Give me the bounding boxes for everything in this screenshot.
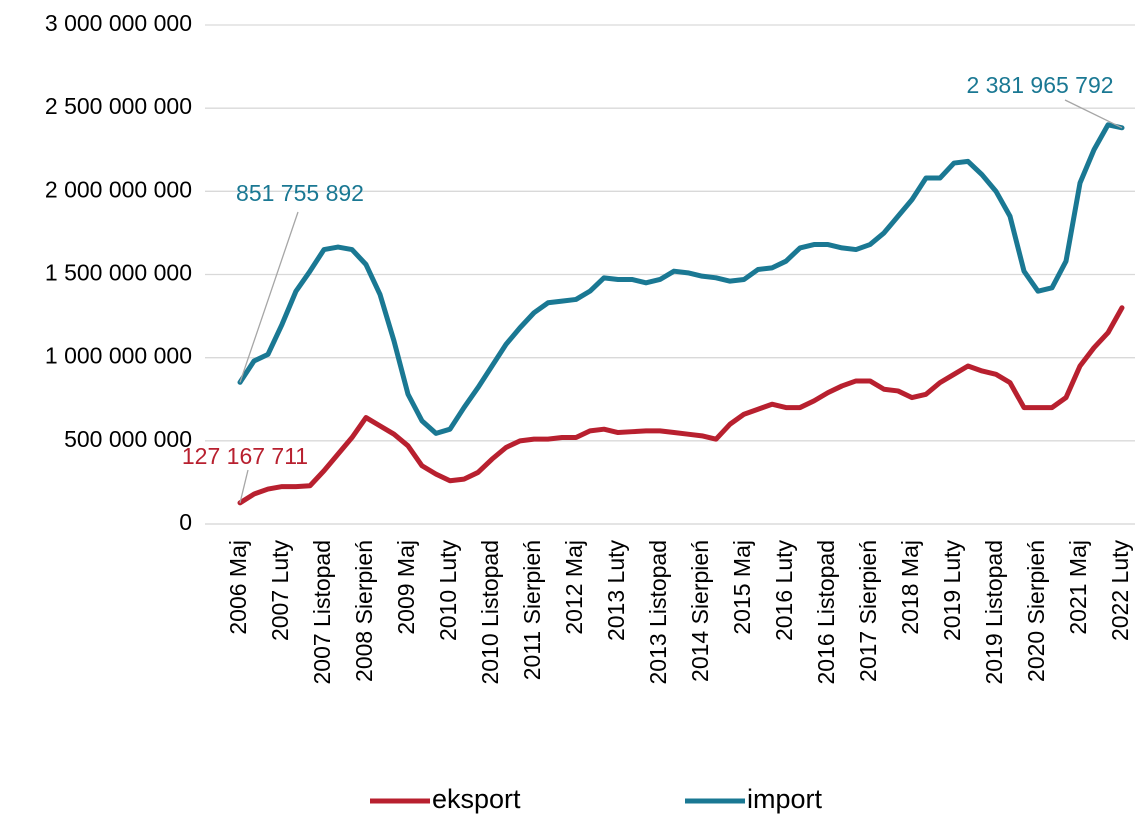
x-tick-label: 2015 Maj <box>729 540 755 635</box>
x-tick-label: 2022 Luty <box>1107 540 1133 642</box>
series-line <box>237 305 1125 506</box>
x-tick-label: 2007 Luty <box>267 540 293 642</box>
data-label: 851 755 892 <box>236 180 364 206</box>
y-tick-label: 1 000 000 000 <box>45 343 192 369</box>
x-tick-label: 2008 Sierpień <box>351 540 377 682</box>
y-tick-label: 2 500 000 000 <box>45 93 192 119</box>
data-label: 127 167 711 <box>182 443 308 469</box>
x-tick-label: 2016 Listopad <box>813 540 839 685</box>
legend-label: eksport <box>432 784 521 814</box>
x-tick-label: 2013 Luty <box>603 540 629 642</box>
x-tick-label: 2014 Sierpień <box>687 540 713 682</box>
x-tick-label: 2018 Maj <box>897 540 923 635</box>
x-tick-label: 2007 Listopad <box>309 540 335 685</box>
y-tick-label: 500 000 000 <box>64 426 192 452</box>
y-tick-label: 3 000 000 000 <box>45 10 192 36</box>
x-tick-label: 2006 Maj <box>225 540 251 635</box>
x-tick-label: 2019 Listopad <box>981 540 1007 685</box>
series-line <box>237 122 1125 436</box>
y-tick-label: 1 500 000 000 <box>45 260 192 286</box>
x-tick-label: 2011 Sierpień <box>519 540 545 680</box>
x-tick-label: 2016 Luty <box>771 540 797 642</box>
x-tick-label: 2013 Listopad <box>645 540 671 685</box>
x-tick-label: 2017 Sierpień <box>855 540 881 682</box>
legend-label: import <box>747 784 823 814</box>
x-tick-label: 2012 Maj <box>561 540 587 635</box>
y-tick-label: 0 <box>179 509 192 535</box>
leader-line <box>239 211 299 383</box>
x-tick-label: 2010 Listopad <box>477 540 503 685</box>
x-tick-label: 2010 Luty <box>435 540 461 642</box>
x-tick-label: 2019 Luty <box>939 540 965 642</box>
data-label: 2 381 965 792 <box>966 72 1113 98</box>
leader-line <box>239 469 249 504</box>
x-tick-label: 2009 Maj <box>393 540 419 635</box>
x-tick-label: 2020 Sierpień <box>1023 540 1049 682</box>
x-tick-label: 2021 Maj <box>1065 540 1091 635</box>
y-tick-label: 2 000 000 000 <box>45 176 192 202</box>
leader-line <box>1064 99 1123 129</box>
